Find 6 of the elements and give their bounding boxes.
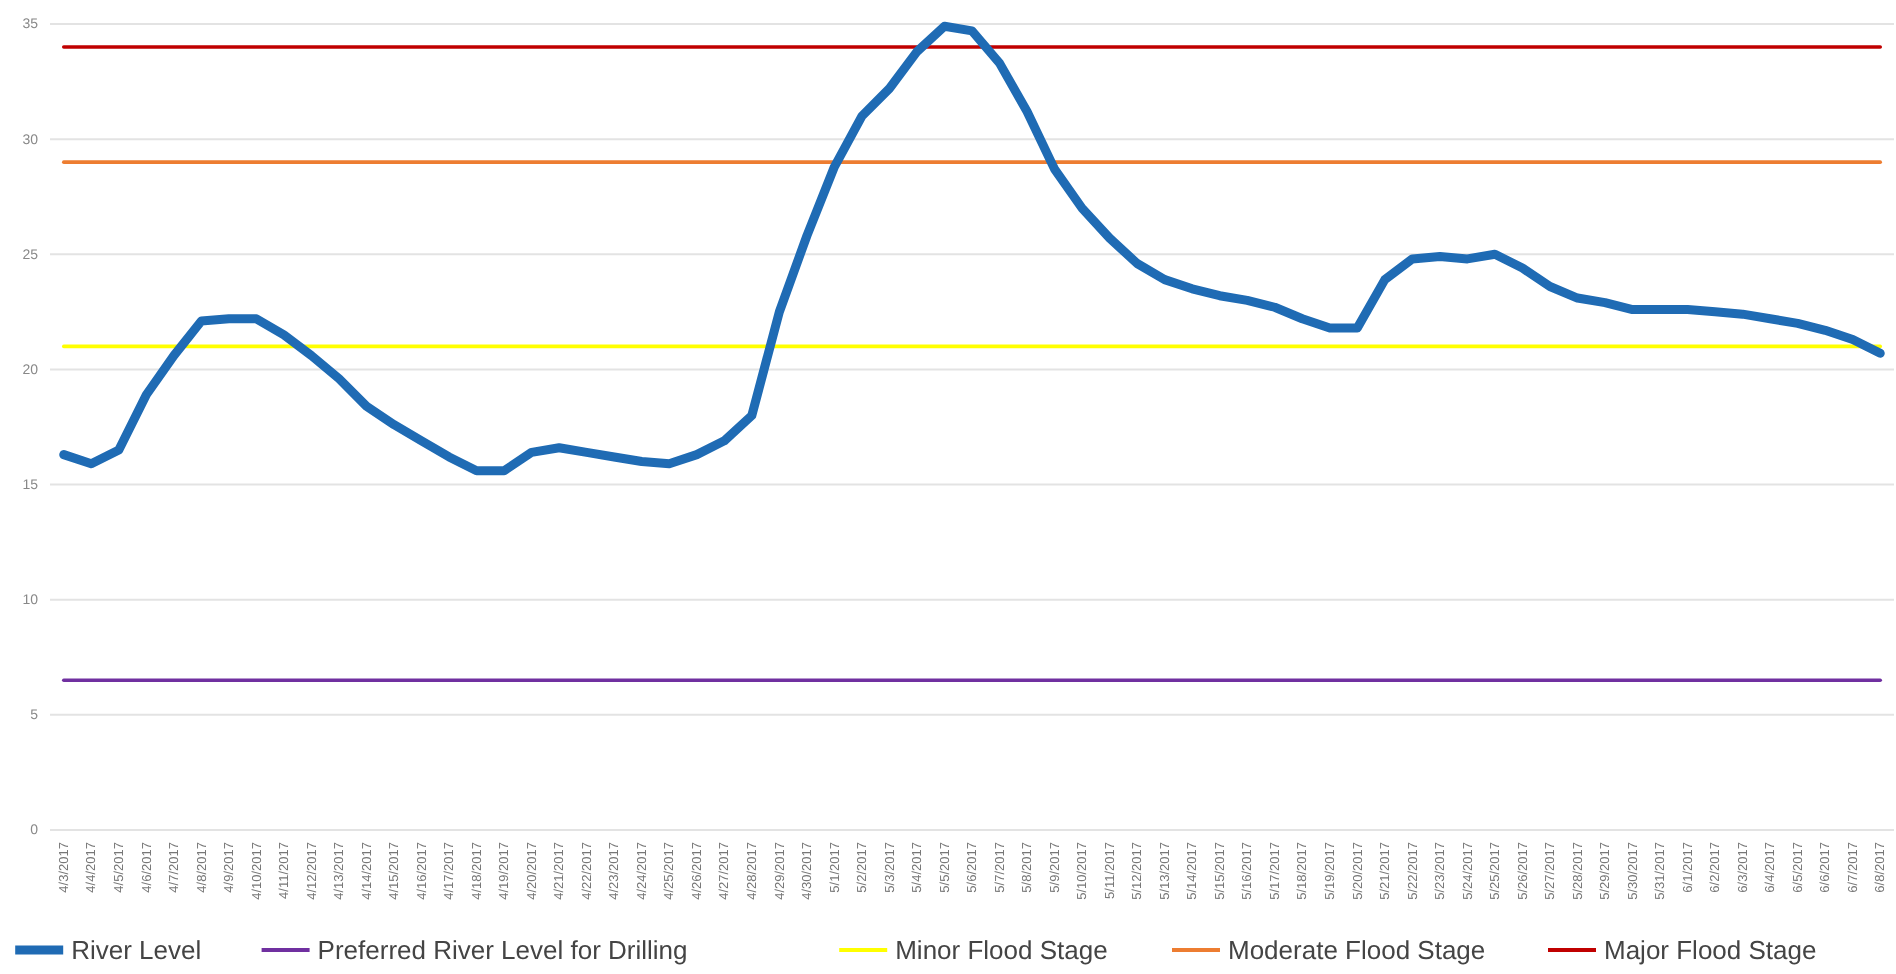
legend-label: Moderate Flood Stage (1228, 935, 1486, 966)
legend-label: River Level (71, 935, 202, 966)
legend-label: Major Flood Stage (1604, 935, 1817, 966)
legend-label: Preferred River Level for Drilling (317, 935, 688, 966)
legend-label: Minor Flood Stage (895, 935, 1108, 966)
line-series (59, 21, 1885, 476)
